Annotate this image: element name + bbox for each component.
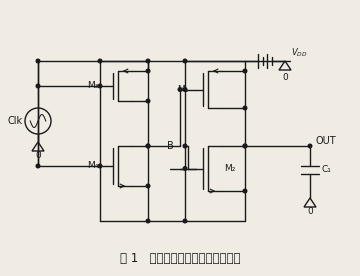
Circle shape (146, 99, 150, 103)
Text: 0: 0 (282, 73, 288, 83)
Text: OUT: OUT (315, 136, 336, 146)
Circle shape (98, 59, 102, 63)
Circle shape (146, 184, 150, 188)
Circle shape (146, 144, 150, 148)
Text: C₁: C₁ (322, 166, 332, 174)
Circle shape (183, 219, 187, 223)
Circle shape (243, 144, 247, 148)
Circle shape (98, 164, 102, 168)
Circle shape (98, 84, 102, 88)
Circle shape (308, 144, 312, 148)
Circle shape (146, 69, 150, 73)
Circle shape (183, 167, 187, 170)
Circle shape (36, 164, 40, 168)
Circle shape (243, 144, 247, 148)
Text: M₄: M₄ (87, 161, 98, 171)
Circle shape (183, 144, 187, 148)
Circle shape (243, 69, 247, 73)
Circle shape (36, 84, 40, 88)
Text: M₁: M₁ (177, 85, 188, 94)
Text: M₂: M₂ (224, 164, 235, 173)
Circle shape (183, 59, 187, 63)
Circle shape (146, 59, 150, 63)
Circle shape (178, 88, 182, 91)
Circle shape (146, 219, 150, 223)
Circle shape (146, 144, 150, 148)
Circle shape (183, 88, 187, 91)
Text: 0: 0 (35, 152, 41, 161)
Text: 0: 0 (307, 208, 313, 216)
Text: M₃: M₃ (87, 81, 98, 91)
Circle shape (243, 189, 247, 193)
Text: B: B (167, 141, 174, 151)
Text: $V_{DD}$: $V_{DD}$ (291, 47, 307, 59)
Text: 图 1   单相能量回收逻辑反相器电路: 图 1 单相能量回收逻辑反相器电路 (120, 251, 240, 264)
Text: Clk: Clk (8, 116, 23, 126)
Circle shape (36, 59, 40, 63)
Circle shape (243, 106, 247, 110)
